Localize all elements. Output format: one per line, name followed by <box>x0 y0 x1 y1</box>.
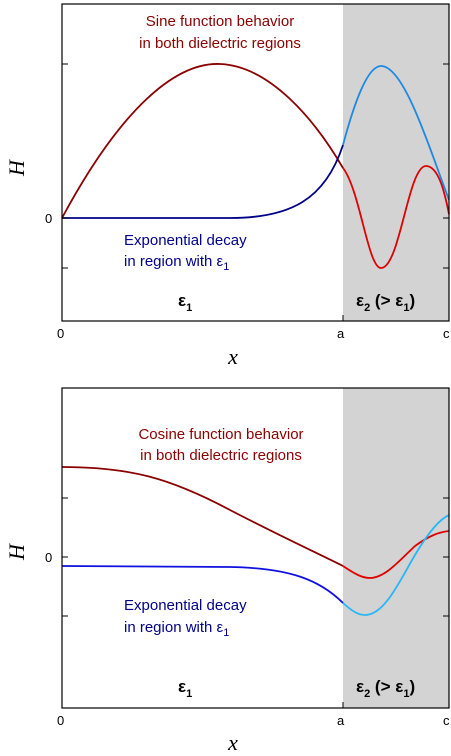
annotation-exp-line2: in region with ε1 <box>124 619 229 639</box>
shaded-region <box>343 4 449 321</box>
plot-frame <box>61 387 450 709</box>
x-tick-c: c <box>443 713 450 728</box>
exp-curve-region1-bottom <box>61 565 344 604</box>
annotation-sine-line1: Sine function behavior <box>146 13 294 30</box>
exp-curve-region2 <box>342 65 450 201</box>
exp-curve-region1 <box>62 144 344 219</box>
annotation-sine-line2: in both dielectric regions <box>139 35 301 52</box>
annotation-exp-line1: Exponential decay <box>124 597 247 614</box>
x-axis-title: x <box>227 344 238 369</box>
x-tick-a: a <box>337 713 345 728</box>
y-axis-title: H <box>4 159 29 177</box>
annotation-cosine-line1: Cosine function behavior <box>138 426 303 443</box>
annotation-exp-line1: Exponential decay <box>124 232 247 249</box>
y-tick-0: 0 <box>45 211 52 226</box>
y-axis-title: H <box>4 543 29 561</box>
annotation-cosine-line2: in both dielectric regions <box>140 447 302 464</box>
shaded-region <box>343 388 449 708</box>
x-tick-a: a <box>337 326 345 341</box>
x-axis-title: x <box>227 730 238 755</box>
annotation-exp-line2: in region with ε1 <box>124 253 229 273</box>
x-tick-c: c <box>443 326 450 341</box>
cosine-curve-region1 <box>61 466 344 567</box>
region-label-eps2: ε2 (> ε1) <box>356 677 415 700</box>
x-tick-0: 0 <box>57 713 64 728</box>
sine-curve-region1 <box>61 63 344 219</box>
y-tick-0: 0 <box>45 550 52 565</box>
plot-frame <box>61 3 450 322</box>
exp-curve-region2-bottom <box>342 514 450 616</box>
panel-top: 0 0 a c H x Sine function behavior in bo… <box>4 3 450 369</box>
panel-bottom: 0 0 a c H x Cosine function behavior in … <box>4 387 450 755</box>
cosine-curve-region2 <box>342 530 450 579</box>
region-label-eps2: ε2 (> ε1) <box>356 291 415 314</box>
x-tick-0: 0 <box>57 326 64 341</box>
region-label-eps1: ε1 <box>178 677 192 700</box>
sine-curve-region2 <box>342 165 450 269</box>
region-label-eps1: ε1 <box>178 291 192 314</box>
